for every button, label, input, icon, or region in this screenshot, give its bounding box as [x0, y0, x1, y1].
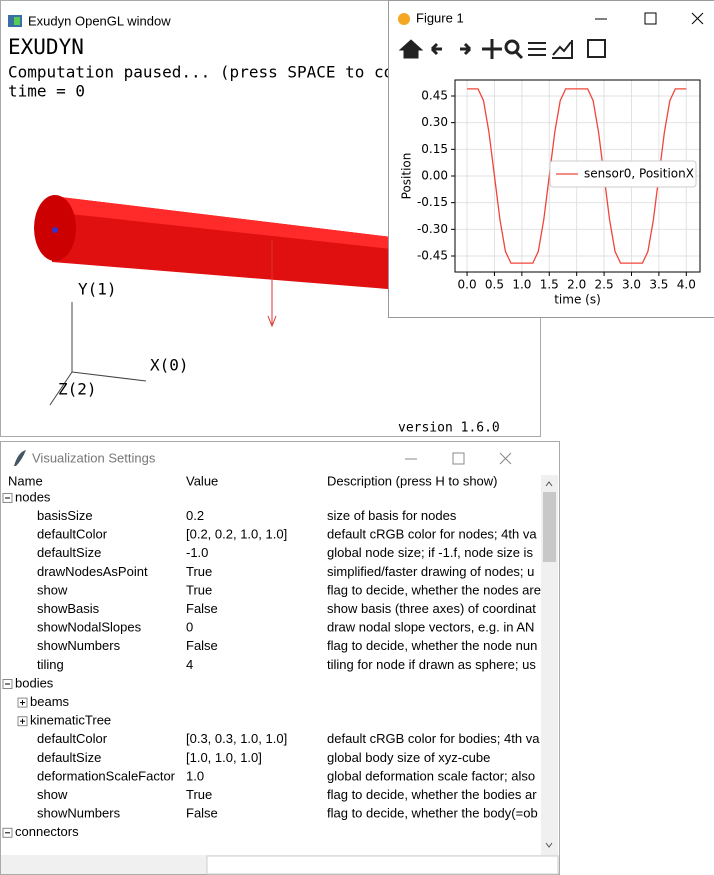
setting-name: basisSize	[37, 508, 93, 523]
column-header: Name	[8, 473, 43, 488]
setting-description: flag to decide, whether the body(=ob	[327, 806, 538, 821]
x-tick-label: 2.5	[595, 278, 614, 292]
axis-label: X(0)	[150, 356, 189, 375]
setting-name: tiling	[37, 657, 64, 672]
setting-name: defaultColor	[37, 731, 108, 746]
subgroup-name[interactable]: kinematicTree	[30, 713, 111, 728]
setting-value[interactable]: 1.0	[186, 768, 204, 783]
x-tick-label: 4.0	[677, 278, 696, 292]
setting-value[interactable]: 0.2	[186, 508, 204, 523]
time: time = 0	[8, 82, 85, 101]
setting-name: defaultSize	[37, 750, 101, 765]
setting-value[interactable]: True	[186, 564, 212, 579]
heading: EXUDYN	[8, 35, 84, 59]
status-field[interactable]	[207, 856, 558, 874]
setting-name: show	[37, 787, 68, 802]
setting-value[interactable]: [1.0, 1.0, 1.0]	[186, 750, 262, 765]
setting-value[interactable]: True	[186, 787, 212, 802]
y-axis-label: Position	[400, 153, 414, 200]
setting-value[interactable]: True	[186, 582, 212, 597]
y-tick-label: 0.00	[421, 169, 448, 183]
column-header: Value	[186, 473, 218, 488]
setting-description: tiling for node if drawn as sphere; us	[327, 657, 536, 672]
group-name[interactable]: bodies	[15, 675, 54, 690]
x-tick-label: 2.0	[567, 278, 586, 292]
setting-value[interactable]: 0	[186, 620, 193, 635]
setting-value[interactable]: 4	[186, 657, 193, 672]
setting-description: global deformation scale factor; also	[327, 768, 535, 783]
setting-name: showNumbers	[37, 806, 121, 821]
window-title: Exudyn OpenGL window	[28, 13, 171, 28]
setting-description: global body size of xyz-cube	[327, 750, 490, 765]
window-title: Visualization Settings	[32, 450, 156, 465]
setting-description: size of basis for nodes	[327, 508, 457, 523]
x-tick-label: 3.0	[622, 278, 641, 292]
scrollbar-thumb[interactable]	[543, 492, 556, 562]
axis-label: Z(2)	[58, 380, 97, 399]
group-name[interactable]: nodes	[15, 489, 51, 504]
y-tick-label: -0.30	[417, 222, 448, 236]
setting-value[interactable]: False	[186, 638, 218, 653]
desktop: Exudyn OpenGL window EXUDYN Computation …	[0, 0, 714, 875]
x-tick-label: 3.5	[649, 278, 668, 292]
setting-description: flag to decide, whether the bodies ar	[327, 787, 537, 802]
setting-description: show basis (three axes) of coordinat	[327, 601, 536, 616]
setting-name: show	[37, 582, 68, 597]
y-tick-label: -0.15	[417, 195, 448, 209]
setting-name: showNumbers	[37, 638, 121, 653]
setting-name: deformationScaleFactor	[37, 768, 176, 783]
setting-value[interactable]: [0.3, 0.3, 1.0, 1.0]	[186, 731, 287, 746]
setting-name: defaultColor	[37, 527, 108, 542]
x-tick-label: 0.5	[485, 278, 504, 292]
y-tick-label: -0.45	[417, 249, 448, 263]
setting-description: default cRGB color for bodies; 4th va	[327, 731, 540, 746]
x-tick-label: 1.5	[540, 278, 559, 292]
setting-name: showBasis	[37, 601, 100, 616]
column-header: Description (press H to show)	[327, 473, 498, 488]
figure-window: Figure 1 0.45 0.30 0.15 0.00 -0.15 -0.30 -0.45…	[389, 1, 714, 318]
setting-name: drawNodesAsPoint	[37, 564, 148, 579]
legend-label: sensor0, PositionX	[584, 167, 694, 181]
version: version 1.6.0	[398, 421, 500, 436]
subgroup-name[interactable]: beams	[30, 694, 70, 709]
setting-description: global node size; if -1.f, node size is	[327, 545, 533, 560]
setting-value[interactable]: -1.0	[186, 545, 208, 560]
setting-description: simplified/faster drawing of nodes; u	[327, 564, 534, 579]
app-icon	[398, 13, 410, 25]
page: Exudyn OpenGL window EXUDYN Computation …	[0, 0, 714, 875]
axis-label: Y(1)	[78, 280, 117, 299]
setting-name: showNodalSlopes	[37, 620, 142, 635]
settings-window: Visualization Settings Name Value Descript…	[1, 442, 560, 875]
node	[52, 227, 58, 233]
setting-description: flag to decide, whether the node nun	[327, 638, 537, 653]
y-tick-label: 0.15	[421, 142, 448, 156]
setting-description: default cRGB color for nodes; 4th va	[327, 527, 537, 542]
setting-description: draw nodal slope vectors, e.g. in AN	[327, 620, 534, 635]
window-title: Figure 1	[416, 10, 464, 25]
setting-description: flag to decide, whether the nodes are	[327, 582, 541, 597]
setting-value[interactable]: False	[186, 806, 218, 821]
setting-value[interactable]: [0.2, 0.2, 1.0, 1.0]	[186, 527, 287, 542]
x-tick-label: 1.0	[512, 278, 531, 292]
x-axis-label: time (s)	[554, 293, 601, 307]
y-tick-label: 0.45	[421, 89, 448, 103]
x-tick-label: 0.0	[458, 278, 477, 292]
status: Computation paused... (press SPACE to co…	[8, 63, 403, 82]
setting-name: defaultSize	[37, 545, 101, 560]
setting-value[interactable]: False	[186, 601, 218, 616]
y-tick-label: 0.30	[421, 115, 448, 129]
app-icon-detail	[14, 17, 20, 25]
group-name[interactable]: connectors	[15, 824, 79, 839]
